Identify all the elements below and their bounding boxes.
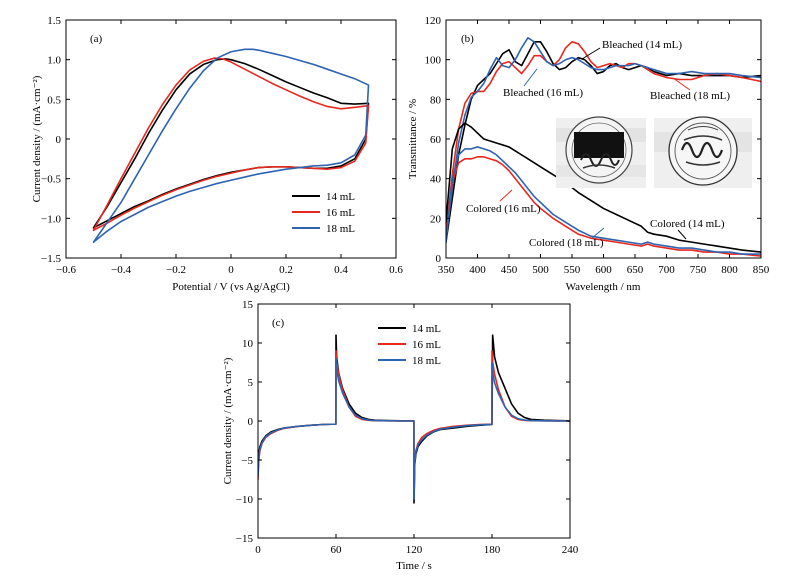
- annotation-bleached-16: Bleached (16 mL): [503, 87, 583, 99]
- y-tick-label: 40: [430, 174, 442, 186]
- x-tick-label: 550: [564, 264, 581, 276]
- x-tick-label: 800: [721, 264, 738, 276]
- annotation-arrow-colored-16: [499, 189, 513, 202]
- y-tick-label: 1.0: [47, 55, 61, 67]
- panel-a: −0.6 −0.4 −0.2 0 0.2 0.4 0.6 −1.5 −1.0 −0.5 0 0.5 1.…: [31, 15, 403, 293]
- y-tick-label: 100: [425, 55, 442, 67]
- x-tick-label: −0.2: [166, 264, 186, 276]
- series-line-16-ml: [92, 57, 370, 232]
- legend-label-14: 14 mL: [412, 323, 441, 335]
- annotation-arrow-bleached-16: [523, 68, 538, 87]
- y-tick-label: 5: [248, 377, 254, 389]
- panel-a-ylabel: Current density / (mA·cm⁻²): [31, 75, 43, 202]
- legend-label-14: 14 mL: [326, 191, 355, 203]
- series-line-16-ml-bleached: [446, 41, 761, 235]
- x-tick-label: 0: [228, 264, 234, 276]
- panel-b-label: (b): [461, 33, 474, 45]
- panel-a-label: (a): [90, 33, 103, 45]
- annotation-arrow-colored-18: [591, 227, 605, 239]
- annotation-colored-16: Colored (16 mL): [466, 203, 541, 215]
- x-tick-label: −0.4: [111, 264, 131, 276]
- panel-a-ticks: −0.6 −0.4 −0.2 0 0.2 0.4 0.6 −1.5 −1.0 −0.5 0 0.5 1.…: [41, 15, 403, 276]
- y-tick-label: −0.5: [41, 174, 61, 186]
- x-tick-label: 400: [469, 264, 486, 276]
- x-tick-label: 600: [595, 264, 612, 276]
- x-tick-label: 850: [753, 264, 770, 276]
- legend-label-16: 16 mL: [326, 207, 355, 219]
- x-tick-label: 120: [406, 544, 423, 556]
- y-tick-label: 0: [56, 134, 62, 146]
- y-tick-label: 1.5: [47, 15, 61, 27]
- panel-a-curves: [92, 48, 370, 243]
- panel-c-ylabel: Current density / (mA·cm⁻²): [222, 357, 234, 484]
- series-line-18-ml-colored: [446, 146, 761, 255]
- legend-label-18: 18 mL: [412, 355, 441, 367]
- y-tick-label: 0: [436, 253, 442, 265]
- y-tick-label: 0.5: [47, 94, 61, 106]
- inset-photo-colored: [556, 116, 646, 188]
- y-tick-label: −1.5: [41, 253, 61, 265]
- annotation-colored-18: Colored (18 mL): [529, 237, 604, 249]
- panel-b: 350 400 450 500 550 600 650 700 750 800 850 0 20 40 60…: [407, 15, 770, 293]
- y-tick-label: 20: [430, 213, 442, 225]
- x-tick-label: 450: [501, 264, 518, 276]
- panel-a-xlabel: Potential / V (vs Ag/AgCl): [172, 281, 290, 293]
- series-line-16-ml-colored: [446, 156, 761, 257]
- y-tick-label: −5: [241, 455, 253, 467]
- series-line-18-ml-bleached: [446, 37, 761, 239]
- annotation-arrow-colored-14: [677, 229, 687, 240]
- y-tick-label: 80: [430, 94, 442, 106]
- panel-a-legend: 14 mL 16 mL 18 mL: [292, 191, 355, 235]
- annotation-colored-14: Colored (14 mL): [650, 218, 725, 230]
- annotation-bleached-14: Bleached (14 mL): [602, 39, 682, 51]
- panel-c-legend: 14 mL 16 mL 18 mL: [378, 323, 441, 367]
- series-line-18-ml: [92, 48, 370, 243]
- series-line-18-ml: [258, 357, 570, 500]
- x-tick-label: 650: [627, 264, 644, 276]
- legend-label-16: 16 mL: [412, 339, 441, 351]
- panel-b-ticks: 350 400 450 500 550 600 650 700 750 800 850 0 20 40 60…: [425, 15, 770, 276]
- x-tick-label: 0: [255, 544, 261, 556]
- x-tick-label: 750: [690, 264, 707, 276]
- legend-label-18: 18 mL: [326, 223, 355, 235]
- inset-photo-bleached: [654, 116, 752, 188]
- y-tick-label: 60: [430, 134, 442, 146]
- y-tick-label: 0: [248, 416, 254, 428]
- panel-c-label: (c): [272, 317, 285, 329]
- y-tick-label: −15: [236, 533, 254, 545]
- x-tick-label: 180: [484, 544, 501, 556]
- y-tick-label: 120: [425, 15, 442, 27]
- x-tick-label: 700: [658, 264, 675, 276]
- panel-b-xlabel: Wavelength / nm: [566, 281, 641, 293]
- panel-b-ylabel: Transmittance / %: [407, 99, 419, 179]
- panel-c-curves: [258, 334, 570, 504]
- panel-b-annotations: Bleached (14 mL) Bleached (16 mL) Bleach…: [466, 39, 730, 249]
- panel-c-xlabel: Time / s: [396, 560, 432, 572]
- y-tick-label: −1.0: [41, 213, 61, 225]
- annotation-arrow-bleached-14: [581, 47, 601, 60]
- y-tick-label: 10: [242, 338, 254, 350]
- x-tick-label: 0.6: [389, 264, 403, 276]
- y-tick-label: −10: [236, 494, 254, 506]
- x-tick-label: 350: [438, 264, 455, 276]
- x-tick-label: −0.6: [56, 264, 76, 276]
- panel-c-ticks: 0 60 120 180 240 −15 −10 −5 0 5 10 15: [236, 299, 579, 556]
- series-line-14-ml-bleached: [446, 41, 761, 243]
- x-tick-label: 60: [331, 544, 343, 556]
- x-tick-label: 0.4: [334, 264, 348, 276]
- x-tick-label: 0.2: [279, 264, 293, 276]
- annotation-arrow-bleached-18: [672, 77, 691, 91]
- x-tick-label: 500: [532, 264, 549, 276]
- y-tick-label: 15: [242, 299, 254, 311]
- annotation-bleached-18: Bleached (18 mL): [650, 90, 730, 102]
- x-tick-label: 240: [562, 544, 579, 556]
